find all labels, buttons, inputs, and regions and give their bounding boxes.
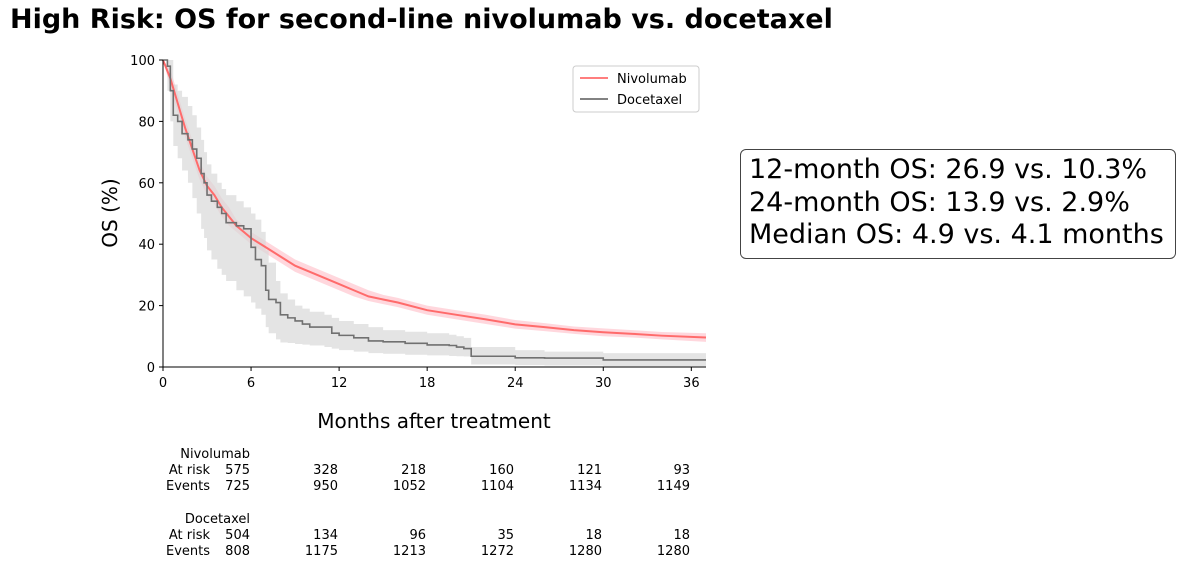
x-tick-label: 30 — [595, 376, 612, 391]
risk-cell: 1149 — [657, 479, 690, 494]
risk-cell: 575 — [225, 463, 250, 478]
risk-cell: 1280 — [657, 544, 690, 559]
y-tick-label: 100 — [130, 54, 155, 69]
risk-cell: 18 — [673, 528, 690, 543]
legend: Nivolumab Docetaxel — [572, 65, 700, 113]
y-tick-label: 40 — [138, 238, 155, 253]
risk-cell: 1134 — [569, 479, 602, 494]
risk-cell: 160 — [489, 463, 514, 478]
risk-cell: 328 — [313, 463, 338, 478]
y-tick-label: 60 — [138, 177, 155, 192]
survival-curves — [162, 59, 707, 361]
risk-row-label: Events — [166, 479, 210, 494]
survival-line-nivolumab — [162, 59, 707, 339]
chart-title: High Risk: OS for second-line nivolumab … — [10, 4, 833, 35]
risk-row-label: Events — [166, 544, 210, 559]
risk-cell: 134 — [313, 528, 338, 543]
confidence-bands — [163, 60, 706, 367]
x-tick-label: 24 — [507, 376, 524, 391]
risk-cell: 725 — [225, 479, 250, 494]
x-tick-label: 6 — [247, 376, 255, 391]
risk-cell: 1213 — [393, 544, 426, 559]
summary-line-median: Median OS: 4.9 vs. 4.1 months — [749, 219, 1164, 250]
risk-cell: 1272 — [481, 544, 514, 559]
risk-cell: 93 — [673, 463, 690, 478]
risk-cell: 35 — [497, 528, 514, 543]
risk-row-label: At risk — [169, 528, 211, 543]
y-axis-label: OS (%) — [98, 178, 122, 247]
risk-cell: 1175 — [305, 544, 338, 559]
summary-annotation-box: 12-month OS: 26.9 vs. 10.3% 24-month OS:… — [740, 149, 1176, 259]
x-tick-label: 12 — [331, 376, 348, 391]
risk-cell: 504 — [225, 528, 250, 543]
legend-label-docetaxel: Docetaxel — [617, 93, 682, 108]
y-tick-label: 80 — [138, 115, 155, 130]
risk-cell: 218 — [401, 463, 426, 478]
x-tick-label: 18 — [419, 376, 436, 391]
x-tick-label: 36 — [683, 376, 700, 391]
x-tick-label: 0 — [159, 376, 167, 391]
survival-line-docetaxel — [163, 59, 706, 361]
y-ticks: 0 20 40 60 80 100 — [130, 54, 163, 376]
x-axis-label: Months after treatment — [317, 409, 551, 433]
ci-band-nivolumab — [163, 60, 706, 342]
risk-row-label: At risk — [169, 463, 211, 478]
risk-cell: 808 — [225, 544, 250, 559]
risk-group-label-nivolumab: Nivolumab — [180, 447, 250, 462]
summary-line-24-month: 24-month OS: 13.9 vs. 2.9% — [749, 186, 1130, 218]
risk-cell: 96 — [409, 528, 426, 543]
risk-cell: 121 — [577, 463, 602, 478]
risk-cell: 18 — [585, 528, 602, 543]
summary-line-12-month: 12-month OS: 26.9 vs. 10.3% — [749, 154, 1148, 185]
x-ticks: 0 6 12 18 24 30 36 — [159, 367, 700, 391]
legend-label-nivolumab: Nivolumab — [617, 72, 687, 87]
risk-cell: 1052 — [393, 479, 426, 494]
risk-group-label-docetaxel: Docetaxel — [185, 512, 250, 527]
y-tick-label: 0 — [147, 361, 155, 376]
y-tick-label: 20 — [138, 300, 155, 315]
risk-cell: 1280 — [569, 544, 602, 559]
risk-cell: 950 — [313, 479, 338, 494]
risk-cell: 1104 — [481, 479, 514, 494]
